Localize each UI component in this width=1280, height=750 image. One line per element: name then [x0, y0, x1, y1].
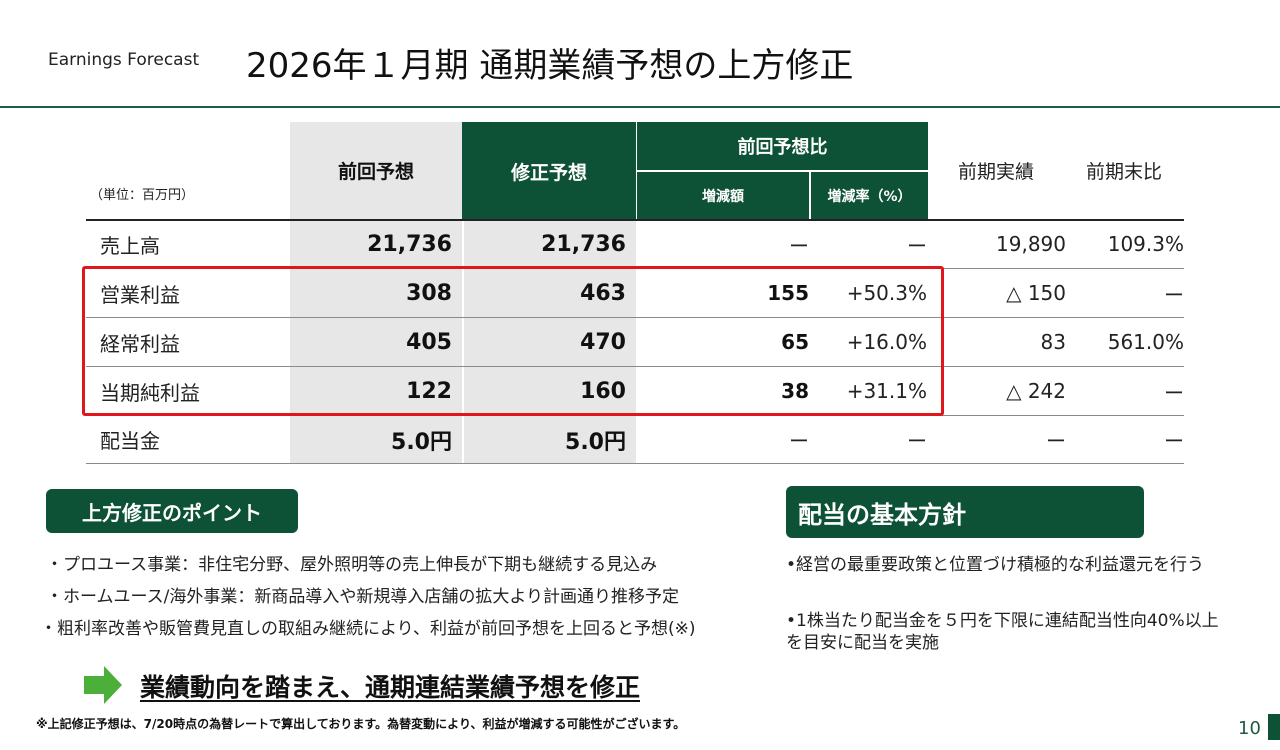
row-label-net-sales: 売上高 [100, 233, 160, 258]
points-title: 上方修正のポイント [46, 489, 298, 533]
cell-rate: +50.3% [846, 281, 927, 305]
header-revised-forecast: 修正予想 [462, 122, 636, 220]
cell-change: ー [789, 429, 809, 453]
header-prev-forecast: 前回予想 [337, 160, 414, 183]
cell-change: 65 [781, 330, 809, 354]
cell-vs-prior: ー [1164, 380, 1184, 405]
row-label-ordinary-income: 経常利益 [100, 331, 180, 356]
cell-change: ー [789, 233, 809, 258]
footnote: ※上記修正予想は、7/20時点の為替レートで算出しております。為替変動により、利… [36, 717, 686, 731]
policy-item: •1株当たり配当金を５円を下限に連結配当性向40%以上を目安に配当を実施 [786, 611, 1219, 653]
cell-prior: △ 242 [1006, 379, 1066, 403]
cell-revised: 21,736 [541, 231, 626, 257]
row-label-operating-income: 営業利益 [100, 282, 180, 307]
header-change-amount: 増減額 [637, 172, 809, 220]
row-label-net-income: 当期純利益 [100, 380, 200, 405]
cell-prev: 122 [406, 378, 452, 404]
point-item: ・粗利率改善や販管費見直しの取組み継続により、利益が前回予想を上回ると予想(※) [40, 619, 696, 639]
cell-revised: 5.0円 [565, 429, 626, 455]
cell-change: 38 [781, 379, 809, 403]
header-change-rate: 増減率（%） [811, 172, 928, 220]
cell-rate: +16.0% [846, 330, 927, 354]
cell-change: 155 [767, 281, 809, 305]
earnings-forecast-table: （単位：百万円） 前回予想 修正予想 前回予想比 増減額 増減率（%） 前期実績… [82, 122, 1184, 464]
conclusion-text: 業績動向を踏まえ、通期連結業績予想を修正 [140, 673, 641, 702]
cell-prior: 83 [1040, 330, 1066, 354]
table-header-rule [86, 219, 1184, 221]
cell-prev: 308 [406, 280, 452, 306]
cell-prior: 19,890 [996, 232, 1066, 256]
cell-prior: ー [1046, 429, 1066, 453]
header-label: Earnings Forecast [48, 50, 200, 70]
cell-vs-prior: ー [1164, 429, 1184, 453]
cell-revised: 470 [580, 329, 626, 355]
highlight-box [82, 266, 944, 416]
cell-rate: ー [907, 233, 927, 258]
cell-prev: 405 [406, 329, 452, 355]
policy-title: 配当の基本方針 [786, 486, 1144, 538]
page-marker [1268, 714, 1280, 740]
cell-rate: +31.1% [846, 379, 927, 403]
cell-vs-prior: ー [1164, 282, 1184, 307]
cell-prev: 5.0円 [391, 429, 452, 455]
policy-item: •経営の最重要政策と位置づけ積極的な利益還元を行う [786, 555, 1205, 575]
header-prior-actual: 前期実績 [957, 160, 1034, 183]
unit-label: （単位：百万円） [90, 187, 195, 203]
arrow-right-icon [84, 666, 122, 704]
cell-vs-prior: 109.3% [1107, 232, 1184, 256]
row-divider [86, 317, 1184, 318]
row-divider [86, 366, 1184, 367]
point-item: ・プロユース事業：非住宅分野、屋外照明等の売上伸長が下期も継続する見込み [46, 555, 658, 575]
header-vs-prev-forecast: 前回予想比 [637, 122, 928, 170]
cell-revised: 463 [580, 280, 626, 306]
row-divider [86, 463, 1184, 464]
header-vs-prior: 前期末比 [1085, 160, 1162, 183]
cell-prev: 21,736 [367, 231, 452, 257]
page-number: 10 [1238, 718, 1261, 739]
header-divider [0, 106, 1280, 108]
cell-vs-prior: 561.0% [1107, 330, 1184, 354]
cell-revised: 160 [580, 378, 626, 404]
point-item: ・ホームユース/海外事業：新商品導入や新規導入店舗の拡大より計画通り推移予定 [46, 587, 680, 607]
prev-forecast-column-bg [290, 122, 462, 464]
row-label-dividend: 配当金 [100, 429, 160, 453]
cell-prior: △ 150 [1006, 281, 1066, 305]
revised-forecast-column-bg [464, 220, 636, 464]
cell-rate: ー [907, 429, 927, 453]
page-title: 2026年１月期 通期業績予想の上方修正 [246, 46, 854, 86]
